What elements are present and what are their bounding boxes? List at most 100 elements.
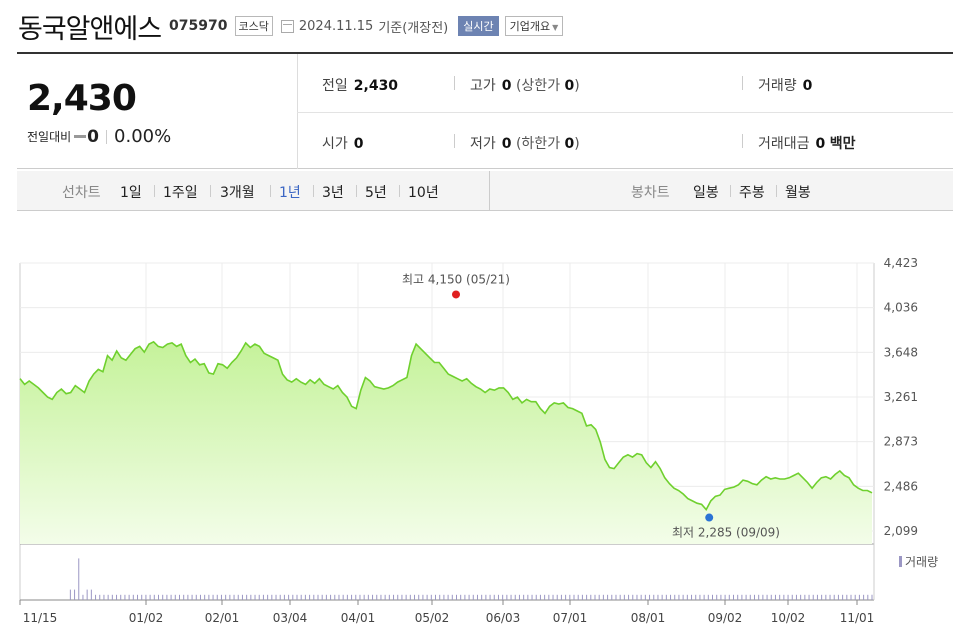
volume-legend-label: 거래량 [905, 555, 938, 569]
lower-limit: (하한가 0) [516, 136, 580, 152]
tab-3y[interactable]: 3년 [322, 185, 344, 201]
prev-close-label: 전일 [322, 78, 348, 94]
x-tick-label: 05/02 [415, 611, 450, 625]
lower-limit-label: (하한가 [515, 136, 561, 152]
divider [489, 171, 490, 211]
lower-limit-close: ) [574, 136, 580, 152]
divider [270, 185, 271, 197]
x-tick-label: 11/01 [840, 611, 875, 625]
divider [776, 185, 777, 197]
open-value: 0 [353, 136, 364, 152]
open-price: 시가 0 [322, 133, 364, 153]
divider [399, 185, 400, 197]
realtime-button[interactable]: 실시간 [458, 16, 499, 36]
x-tick-label: 11/15 [23, 611, 58, 625]
upper-limit-label: (상한가 [515, 78, 561, 94]
min-label: 최저 2,285 (09/09) [672, 526, 780, 540]
volume-stat: 거래량 0 [758, 75, 812, 95]
stats-row-2: 시가 0 저가 0 (하한가 0) 거래대금 0 백만 [297, 112, 953, 170]
divider [742, 76, 743, 90]
divider [356, 185, 357, 197]
tab-10y[interactable]: 10년 [408, 185, 439, 201]
open-label: 시가 [322, 136, 348, 152]
price-area [20, 341, 872, 544]
low-price: 저가 0 (하한가 0) [470, 133, 580, 153]
x-tick-label: 08/01 [631, 611, 666, 625]
current-price: 2,430 [27, 78, 137, 119]
tab-3m[interactable]: 3개월 [220, 185, 255, 201]
candle-chart-label: 봉차트 [631, 185, 670, 201]
line-chart-label: 선차트 [62, 185, 101, 201]
max-point-marker [452, 290, 460, 299]
y-tick-label: 2,486 [884, 479, 918, 493]
base-date-note: 기준(개장전) [378, 20, 449, 36]
x-tick-label: 02/01 [205, 611, 240, 625]
tab-daily[interactable]: 일봉 [693, 185, 719, 201]
y-tick-label: 2,099 [884, 524, 918, 538]
tab-1y[interactable]: 1년 [279, 185, 301, 201]
trade-amount: 거래대금 0 백만 [758, 133, 856, 153]
volume-legend-swatch [899, 556, 902, 567]
flat-icon [74, 135, 87, 138]
tab-weekly[interactable]: 주봉 [739, 185, 765, 201]
stock-name: 동국알앤에스 [18, 13, 162, 45]
trade-amount-label: 거래대금 [758, 136, 810, 152]
lower-limit-value: 0 [564, 136, 575, 152]
stock-header: 동국알앤에스 075970 코스닥 2024.11.15 기준(개장전) 실시간… [18, 6, 564, 46]
tab-1w[interactable]: 1주일 [163, 185, 198, 201]
divider [454, 76, 455, 90]
volume-label: 거래량 [758, 78, 797, 94]
divider [730, 185, 731, 197]
company-overview-dropdown[interactable]: 기업개요 ▼ [504, 16, 564, 36]
high-label: 고가 [470, 78, 496, 94]
x-tick-label: 03/04 [273, 611, 308, 625]
base-date: 2024.11.15 [298, 18, 374, 34]
upper-limit-value: 0 [564, 78, 575, 94]
x-tick-label: 09/02 [708, 611, 743, 625]
change-label: 전일대비 [27, 130, 72, 144]
x-tick-label: 06/03 [486, 611, 521, 625]
price-line [19, 340, 873, 511]
divider [210, 185, 211, 197]
x-tick-label: 04/01 [341, 611, 376, 625]
divider [154, 185, 155, 197]
market-badge: 코스닥 [234, 16, 273, 36]
change-percent: 0.00% [114, 126, 172, 147]
low-label: 저가 [470, 136, 496, 152]
high-price: 고가 0 (상한가 0) [470, 75, 580, 95]
period-selector: 선차트 1일 1주일 3개월 1년 3년 5년 10년 봉차트 일봉 주봉 월봉 [17, 171, 953, 211]
price-box: 2,430 전일대비 0 0.00% [17, 54, 298, 169]
max-label: 최고 4,150 (05/21) [402, 272, 510, 286]
y-tick-label: 4,423 [884, 256, 918, 270]
company-overview-label: 기업개요 [509, 20, 551, 33]
tab-1d[interactable]: 1일 [120, 185, 142, 201]
y-tick-label: 3,261 [884, 390, 918, 404]
change-value: 0 [87, 126, 100, 147]
stock-code: 075970 [169, 18, 228, 34]
chevron-down-icon: ▼ [552, 23, 559, 32]
stats-row-1: 전일 2,430 고가 0 (상한가 0) 거래량 0 [297, 54, 953, 113]
upper-limit-close: ) [574, 78, 580, 94]
price-change: 전일대비 0 0.00% [27, 126, 171, 147]
prev-close: 전일 2,430 [322, 75, 398, 95]
y-tick-label: 3,648 [884, 345, 918, 359]
trade-amount-value: 0 [815, 136, 826, 152]
quote-summary: 2,430 전일대비 0 0.00% 전일 2,430 고가 0 (상한가 0) 거… [17, 52, 953, 169]
calendar-icon [280, 19, 294, 33]
min-point-marker [705, 513, 714, 522]
tab-5y[interactable]: 5년 [365, 185, 387, 201]
divider [742, 134, 743, 148]
trade-amount-unit: 백만 [829, 136, 856, 152]
x-tick-label: 10/02 [771, 611, 806, 625]
prev-close-value: 2,430 [353, 78, 399, 94]
y-tick-label: 2,873 [884, 435, 918, 449]
low-value: 0 [501, 136, 512, 152]
divider [454, 134, 455, 148]
x-tick-label: 01/02 [129, 611, 164, 625]
high-value: 0 [501, 78, 512, 94]
volume-value: 0 [802, 78, 813, 94]
divider [313, 185, 314, 197]
x-tick-label: 07/01 [553, 611, 588, 625]
tab-monthly[interactable]: 월봉 [785, 185, 811, 201]
